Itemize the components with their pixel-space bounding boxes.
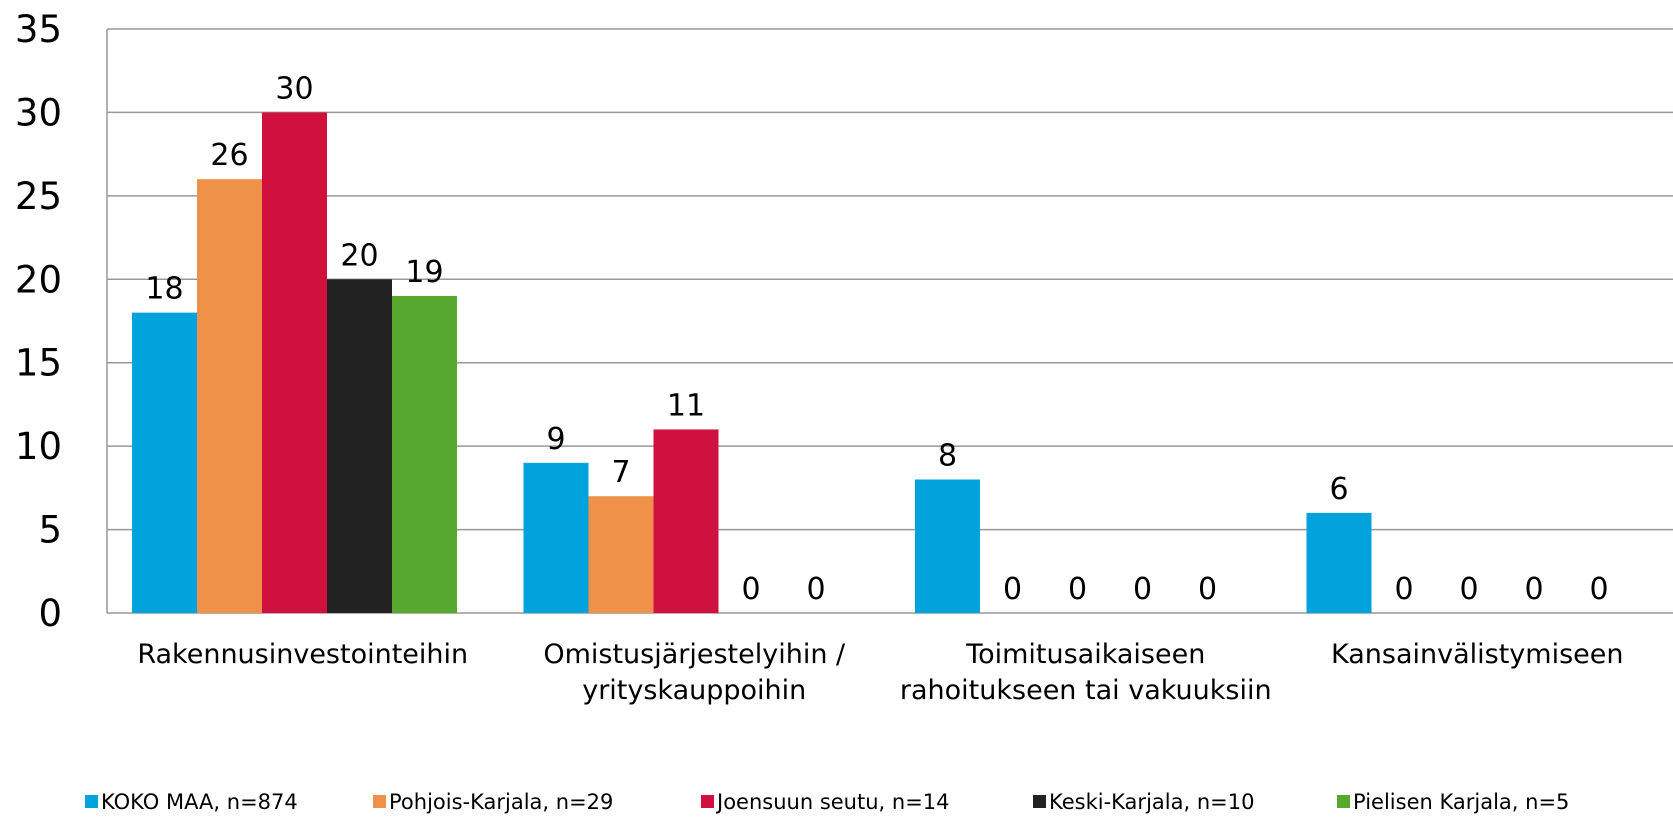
value-label: 30 [275,71,313,106]
value-label: 19 [405,255,443,290]
value-label: 7 [611,455,630,490]
value-label: 9 [546,422,565,457]
y-tick-label: 15 [15,342,62,385]
legend-label: KOKO MAA, n=874 [101,790,298,814]
legend-swatch [1033,795,1046,808]
value-label: 0 [1003,572,1022,607]
value-label: 0 [1524,572,1543,607]
bar [523,462,589,613]
legend-label: Joensuun seutu, n=14 [715,790,950,814]
value-label: 20 [340,238,378,273]
value-label: 11 [667,388,705,423]
x-tick-label: Kansainvälistymiseen [1331,639,1623,670]
y-tick-label: 20 [15,258,62,301]
legend-swatch [1337,795,1350,808]
value-label: 0 [1198,572,1217,607]
value-label: 6 [1329,472,1348,507]
x-tick-label: Rakennusinvestointeihin [137,639,468,670]
y-tick-label: 30 [15,91,62,134]
bar [653,429,719,613]
value-label: 8 [938,439,957,474]
bar [197,179,262,613]
legend-label: Keski-Karjala, n=10 [1049,790,1254,814]
value-label: 0 [1459,572,1478,607]
y-tick-label: 25 [15,175,62,218]
y-tick-label: 5 [38,509,62,552]
value-label: 18 [145,272,183,307]
legend-swatch [85,795,98,808]
legend-label: Pohjois-Karjala, n=29 [389,790,613,814]
x-tick-label: Omistusjärjestelyihin / yrityskauppoihin [543,639,846,706]
value-label: 0 [741,572,760,607]
value-label: 26 [210,138,248,173]
value-label: 0 [1133,572,1152,607]
bar [915,479,980,613]
bar [1306,512,1372,613]
value-label: 0 [1068,572,1087,607]
y-tick-label: 10 [15,425,62,468]
bar [588,496,654,613]
value-label: 0 [1394,572,1413,607]
y-tick-label: 0 [38,592,62,635]
bar [262,112,327,613]
bar [132,312,197,613]
value-label: 0 [1589,572,1608,607]
bar [392,295,457,613]
value-label: 0 [806,572,825,607]
x-tick-label: Toimitusaikaiseen rahoitukseen tai vakuuk… [900,639,1272,706]
legend-swatch [373,795,386,808]
bar [327,279,392,613]
legend-label: Pielisen Karjala, n=5 [1353,790,1569,814]
y-tick-label: 35 [15,8,62,51]
legend-swatch [701,795,714,808]
